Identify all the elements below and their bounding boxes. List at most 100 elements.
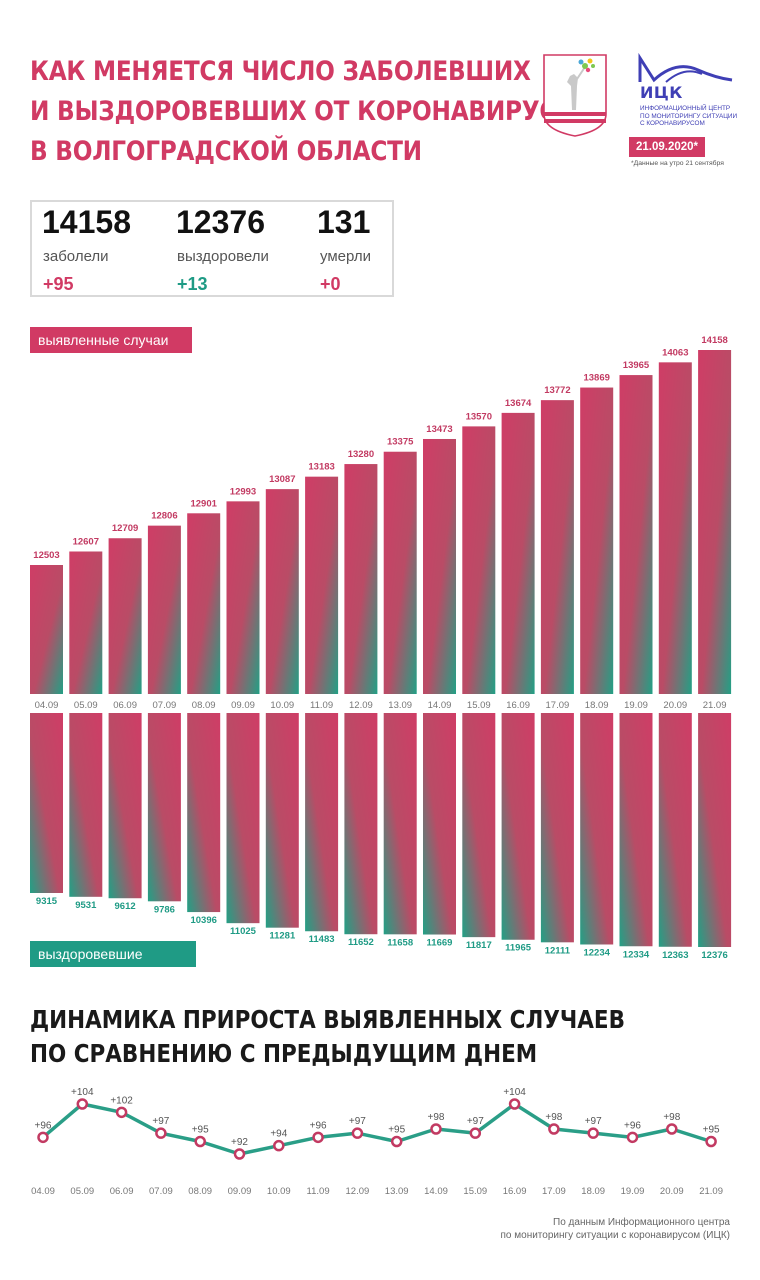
- cases-value-label: 12503: [33, 550, 59, 561]
- increment-value-label: +96: [624, 1120, 641, 1131]
- increment-value-label: +96: [310, 1120, 327, 1131]
- increment-point: [115, 1106, 128, 1119]
- recovered-bar-07.09: [147, 713, 181, 902]
- date-tick-label: 12.09: [349, 700, 373, 711]
- recovered-value-label: 11281: [269, 931, 296, 942]
- increment-point: [390, 1135, 403, 1148]
- cases-value-label: 13280: [348, 449, 374, 460]
- cases-bar-20.09: [658, 362, 692, 694]
- cases-bar-14.09: [423, 438, 456, 694]
- date-tick-label: 14.09: [428, 700, 452, 711]
- date-tick-label: 19.09: [624, 700, 648, 711]
- cases-bar-05.09: [69, 551, 103, 694]
- recovered-value-label: 12334: [623, 949, 650, 960]
- recovered-delta: +13: [177, 274, 208, 294]
- line-date-tick-label: 13.09: [385, 1186, 409, 1197]
- date-tick-label: 16.09: [506, 700, 530, 711]
- recovered-value-label: 9612: [115, 901, 136, 912]
- recovered-bar-11.09: [305, 713, 339, 932]
- recovered-value-label: 11025: [230, 926, 257, 937]
- cases-value-label: 12901: [190, 498, 217, 509]
- cases-bar-09.09: [226, 501, 260, 694]
- date-tick-label: 05.09: [74, 700, 98, 711]
- cases-value-label: 12709: [112, 523, 138, 534]
- line-date-tick-label: 11.09: [307, 1186, 330, 1197]
- logo-sub-line-1: ИНФОРМАЦИОННЫЙ ЦЕНТР: [640, 105, 731, 112]
- recovered-bar-04.09: [30, 713, 63, 893]
- date-tick-label: 18.09: [585, 700, 609, 711]
- recovered-bar-14.09: [423, 713, 456, 935]
- recovered-value-label: 11669: [427, 938, 453, 949]
- date-tick-label: 07.09: [153, 700, 177, 711]
- recovered-bar-09.09: [226, 713, 260, 924]
- cases-bar-10.09: [265, 489, 299, 694]
- cases-value-label: 14158: [701, 335, 727, 346]
- cases-bar-08.09: [187, 513, 221, 694]
- increment-point: [273, 1139, 285, 1152]
- increment-value-label: +95: [703, 1125, 720, 1136]
- ick-logo-mark-icon: [638, 52, 733, 83]
- increment-point: [626, 1131, 639, 1144]
- line-date-tick-label: 06.09: [110, 1186, 134, 1197]
- cases-bar-06.09: [108, 538, 142, 694]
- deaths-value: 131: [317, 204, 371, 240]
- recovered-value-label: 11652: [348, 937, 374, 948]
- date-tick-label: 10.09: [270, 700, 294, 711]
- logo-sub-line-3: С КОРОНАВИРУСОМ: [640, 120, 705, 127]
- recovered-value: 12376: [176, 204, 265, 240]
- date-tick-label: 09.09: [231, 700, 255, 711]
- line-date-tick-label: 10.09: [267, 1186, 291, 1197]
- recovered-value-label: 10396: [190, 915, 216, 926]
- infected-value: 14158: [42, 204, 131, 240]
- line-date-tick-label: 16.09: [503, 1186, 527, 1197]
- increment-value-label: +104: [503, 1087, 526, 1098]
- recovered-value-label: 12234: [583, 947, 610, 958]
- cases-bar-11.09: [305, 476, 339, 694]
- title-line-3: В ВОЛГОГРАДСКОЙ ОБЛАСТИ: [30, 136, 422, 167]
- recovered-value-label: 11658: [387, 937, 413, 948]
- recovered-value-label: 12111: [545, 945, 571, 956]
- line-date-tick-label: 14.09: [424, 1186, 448, 1197]
- recovered-bar-10.09: [265, 713, 299, 928]
- recovered-bar-17.09: [540, 713, 574, 943]
- line-date-tick-label: 09.09: [228, 1186, 252, 1197]
- dynamics-title-line-1: ДИНАМИКА ПРИРОСТА ВЫЯВЛЕННЫХ СЛУЧАЕВ: [30, 1005, 625, 1034]
- line-date-tick-label: 08.09: [188, 1186, 212, 1197]
- cases-bar-18.09: [580, 387, 614, 694]
- date-badge: 21.09.2020*: [629, 137, 706, 157]
- recovered-bar-18.09: [580, 713, 614, 945]
- cases-legend-badge: выявленные случаи: [30, 327, 192, 353]
- increment-point: [469, 1127, 482, 1139]
- date-tick-label: 21.09: [703, 700, 727, 711]
- increment-value-label: +95: [192, 1125, 209, 1136]
- line-date-tick-label: 18.09: [581, 1186, 605, 1197]
- recovered-bar-15.09: [462, 713, 496, 938]
- increment-point: [194, 1135, 206, 1148]
- cases-value-label: 13087: [269, 474, 295, 485]
- volgograd-emblem-icon: [543, 54, 607, 137]
- increment-point: [351, 1127, 364, 1139]
- date-tick-label: 15.09: [467, 700, 491, 711]
- recovered-value-label: 11483: [309, 934, 335, 945]
- cases-bar-13.09: [383, 451, 417, 694]
- recovered-bar-05.09: [69, 713, 103, 897]
- recovered-value-label: 9531: [75, 900, 97, 911]
- line-date-tick-label: 17.09: [542, 1186, 566, 1197]
- increment-point: [666, 1123, 678, 1135]
- cases-bar-17.09: [540, 400, 574, 694]
- recovered-bar-19.09: [619, 713, 653, 947]
- deaths-label: умерли: [320, 248, 371, 265]
- cases-value-label: 13965: [623, 360, 650, 371]
- logo-subtitle: ИНФОРМАЦИОННЫЙ ЦЕНТР ПО МОНИТОРИНГУ СИТУ…: [640, 105, 740, 128]
- dynamics-title-line-2: ПО СРАВНЕНИЮ С ПРЕДЫДУЩИМ ДНЕМ: [30, 1039, 538, 1068]
- increment-point: [587, 1127, 599, 1139]
- line-date-tick-label: 04.09: [31, 1186, 55, 1197]
- cases-bar-04.09: [30, 565, 63, 694]
- infected-delta: +95: [43, 274, 74, 294]
- summary-stats: 14158 заболели +95 12376 выздоровели +13…: [30, 200, 394, 297]
- cases-value-label: 13570: [466, 411, 492, 422]
- recovered-bar-20.09: [658, 713, 692, 947]
- cases-value-label: 12993: [230, 486, 256, 497]
- infected-label: заболели: [43, 248, 109, 265]
- increment-value-label: +98: [663, 1112, 680, 1123]
